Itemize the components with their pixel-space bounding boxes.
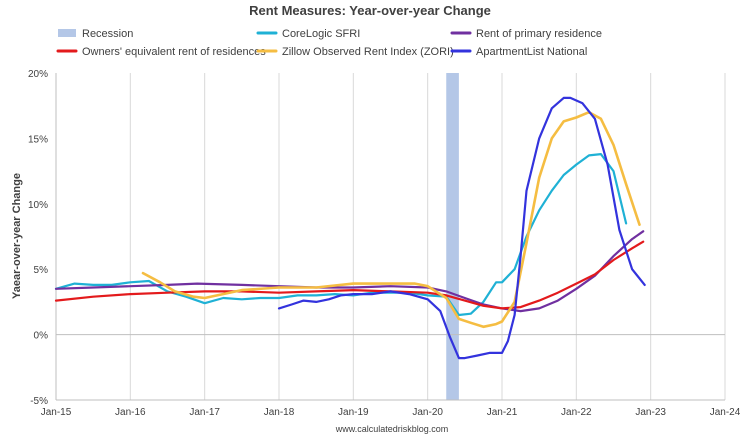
x-tick-label: Jan-24 bbox=[710, 407, 740, 418]
y-tick-label: -5% bbox=[30, 396, 48, 407]
series-line-zillow-observed-rent-index-zori bbox=[141, 110, 641, 329]
legend-label-owners-equivalent-rent-of-residences: Owners' equivalent rent of residences bbox=[82, 46, 266, 58]
x-tick-label: Jan-15 bbox=[41, 407, 72, 418]
y-tick-label: 10% bbox=[28, 200, 48, 211]
legend-label-corelogic-sfri: CoreLogic SFRI bbox=[282, 28, 360, 40]
y-axis-label: Yaear-over-year Change bbox=[11, 173, 23, 299]
series-line-rent-of-primary-residence bbox=[54, 230, 645, 313]
legend-label-rent-of-primary-residence: Rent of primary residence bbox=[476, 28, 602, 40]
x-tick-label: Jan-20 bbox=[412, 407, 443, 418]
x-tick-label: Jan-16 bbox=[115, 407, 146, 418]
plot-area: 20% 15% 10% 5% 0% -5%Jan-15 Jan-16 Jan-17 Jan-18… bbox=[28, 69, 740, 418]
x-tick-label: Jan-18 bbox=[264, 407, 295, 418]
y-tick-label: 20% bbox=[28, 69, 48, 80]
legend-label-recession: Recession bbox=[82, 28, 133, 40]
x-tick-label: Jan-19 bbox=[338, 407, 369, 418]
x-tick-label: Jan-21 bbox=[487, 407, 518, 418]
y-tick-label: 5% bbox=[34, 265, 49, 276]
legend: Recession CoreLogic SFRI Rent of primary r… bbox=[56, 28, 602, 58]
legend-swatch-recession bbox=[58, 29, 76, 37]
series-line-apartmentlist-national bbox=[277, 96, 646, 360]
source-credit: www.calculatedriskblog.com bbox=[335, 424, 449, 434]
chart-title: Rent Measures: Year-over-year Change bbox=[249, 3, 491, 18]
series-line-corelogic-sfri bbox=[54, 153, 628, 317]
series-line-owners-equivalent-rent-of-residences bbox=[54, 240, 645, 310]
legend-label-apartmentlist-national: ApartmentList National bbox=[476, 46, 587, 58]
x-tick-label: Jan-23 bbox=[635, 407, 666, 418]
recession-band bbox=[446, 73, 459, 400]
x-tick-label: Jan-22 bbox=[561, 407, 592, 418]
legend-label-zillow-observed-rent-index-zori: Zillow Observed Rent Index (ZORI) bbox=[282, 46, 454, 58]
y-tick-label: 15% bbox=[28, 134, 48, 145]
y-tick-label: 0% bbox=[34, 331, 49, 342]
x-tick-label: Jan-17 bbox=[189, 407, 220, 418]
